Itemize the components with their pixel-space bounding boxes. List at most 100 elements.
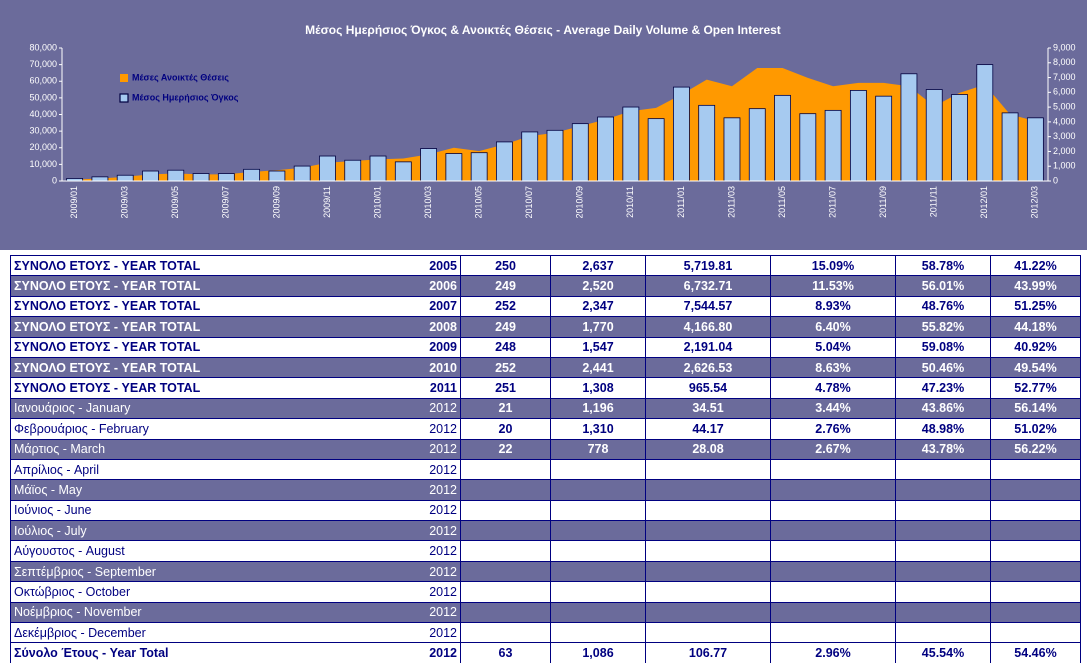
y2-tick-label: 3,000 (1053, 131, 1076, 141)
y2-tick-label: 4,000 (1053, 116, 1076, 126)
bar (268, 170, 286, 182)
table-cell: 50.46% (895, 356, 991, 379)
table-row: ΣΥΝΟΛΟ ΕΤΟΥΣ - YEAR TOTAL 2008 249 1,770 4,1… (10, 316, 1081, 338)
y2-tick-label: 8,000 (1053, 57, 1076, 67)
table-cell: 2012 (415, 642, 461, 663)
table-row: Ιούλιος - July 2012 (10, 520, 1081, 542)
table-cell (460, 520, 551, 542)
y2-tick-label: 1,000 (1053, 161, 1076, 171)
table-cell (770, 540, 896, 562)
table-cell: 2005 (415, 254, 461, 277)
table-cell: 8.63% (770, 356, 896, 379)
table-cell: 2,441 (550, 356, 646, 379)
table-row: ΣΥΝΟΛΟ ΕΤΟΥΣ - YEAR TOTAL 2005 250 2,637 5,7… (10, 254, 1081, 277)
legend-label: Μέσες Ανοικτές Θέσεις (132, 72, 229, 82)
legend-swatch (119, 93, 129, 103)
table-cell: 54.46% (990, 642, 1081, 663)
table-cell: 1,196 (550, 397, 646, 420)
area (74, 67, 1036, 181)
table-cell: 251 (460, 377, 551, 399)
bar (597, 116, 614, 182)
table-cell (990, 499, 1081, 522)
table-cell: Σύνολο Έτους - Year Total (10, 642, 416, 663)
table-cell: 6,732.71 (645, 275, 771, 297)
bar (445, 153, 463, 182)
table-cell (460, 601, 551, 624)
bar (496, 141, 513, 182)
table-row: ΣΥΝΟΛΟ ΕΤΟΥΣ - YEAR TOTAL 2010 252 2,441 2,6… (10, 356, 1081, 379)
table-cell (895, 560, 991, 583)
table-cell: 43.78% (895, 438, 991, 460)
y2-tick-label: 5,000 (1053, 101, 1076, 111)
x-tick-label: 2012/01 (979, 186, 989, 219)
table-cell: 1,547 (550, 336, 646, 358)
table-cell (990, 540, 1081, 562)
table-cell (550, 622, 646, 644)
table-cell (645, 540, 771, 562)
table-cell (895, 540, 991, 562)
table-cell: 58.78% (895, 254, 991, 277)
bar (976, 64, 994, 182)
table-cell: 2011 (415, 377, 461, 399)
table-cell: 4,166.80 (645, 316, 771, 338)
table-cell: Μάϊος - May (10, 479, 416, 501)
table-row: Νοέμβριος - November 2012 (10, 601, 1081, 624)
table-row: Φεβρουάριος - February 2012 20 1,310 44.17 2.… (10, 418, 1081, 440)
bar (319, 155, 336, 182)
bar (875, 95, 893, 182)
bar (571, 123, 589, 182)
y-tick-label: 20,000 (29, 142, 57, 152)
bar (470, 152, 488, 182)
x-tick-label: 2011/07 (827, 186, 837, 218)
bar (698, 104, 716, 182)
table-cell: 2.67% (770, 438, 896, 460)
table-cell: 2,191.04 (645, 336, 771, 358)
x-tick-label: 2010/11 (625, 186, 635, 218)
table-cell (460, 458, 551, 481)
table-row: Σύνολο Έτους - Year Total 2012 63 1,086 106.… (10, 642, 1081, 663)
table-row: Ιανουάριος - January 2012 21 1,196 34.51 3.44… (10, 397, 1081, 420)
table-cell: 2.96% (770, 642, 896, 663)
table-cell: 2007 (415, 295, 461, 318)
y2-tick-label: 9,000 (1053, 42, 1076, 52)
table-cell: 7,544.57 (645, 295, 771, 318)
y-tick-label: 70,000 (29, 59, 57, 69)
table-cell: Μάρτιος - March (10, 438, 416, 460)
table-cell (895, 581, 991, 603)
table-cell: 15.09% (770, 254, 896, 277)
bar (546, 129, 564, 182)
table-cell (645, 499, 771, 522)
table-cell (895, 499, 991, 522)
table-cell (770, 499, 896, 522)
table-cell: 51.25% (990, 295, 1081, 318)
table-cell: 2012 (415, 418, 461, 440)
bar (799, 113, 817, 182)
x-tick-label: 2011/05 (777, 186, 787, 218)
table-cell: 44.17 (645, 418, 771, 440)
data-table: ΣΥΝΟΛΟ ΕΤΟΥΣ - YEAR TOTAL 2005 250 2,637 5,7… (10, 254, 1081, 663)
y-tick-label: 80,000 (29, 42, 57, 52)
table-cell: Ιανουάριος - January (10, 397, 416, 420)
table-cell (645, 601, 771, 624)
table-cell: 5,719.81 (645, 254, 771, 277)
table-cell: Φεβρουάριος - February (10, 418, 416, 440)
table-cell: 21 (460, 397, 551, 420)
table-cell (770, 560, 896, 583)
table-cell (895, 601, 991, 624)
table-row: Ιούνιος - June 2012 (10, 499, 1081, 522)
table-cell: 1,086 (550, 642, 646, 663)
table-cell: 5.04% (770, 336, 896, 358)
y-tick-label: 50,000 (29, 92, 57, 102)
y2-tick-label: 0 (1053, 175, 1058, 185)
table-row: Σεπτέμβριος - September 2012 (10, 560, 1081, 583)
legend-swatch (120, 74, 128, 82)
table-cell: 2012 (415, 397, 461, 420)
table-cell: 778 (550, 438, 646, 460)
table-cell: 3.44% (770, 397, 896, 420)
x-tick-label: 2010/05 (474, 186, 484, 219)
legend-label: Μέσος Ημερήσιος Όγκος (132, 92, 239, 102)
table-cell: 1,308 (550, 377, 646, 399)
table-cell: Απρίλιος - April (10, 458, 416, 481)
table-cell (990, 458, 1081, 481)
table-cell: 250 (460, 254, 551, 277)
